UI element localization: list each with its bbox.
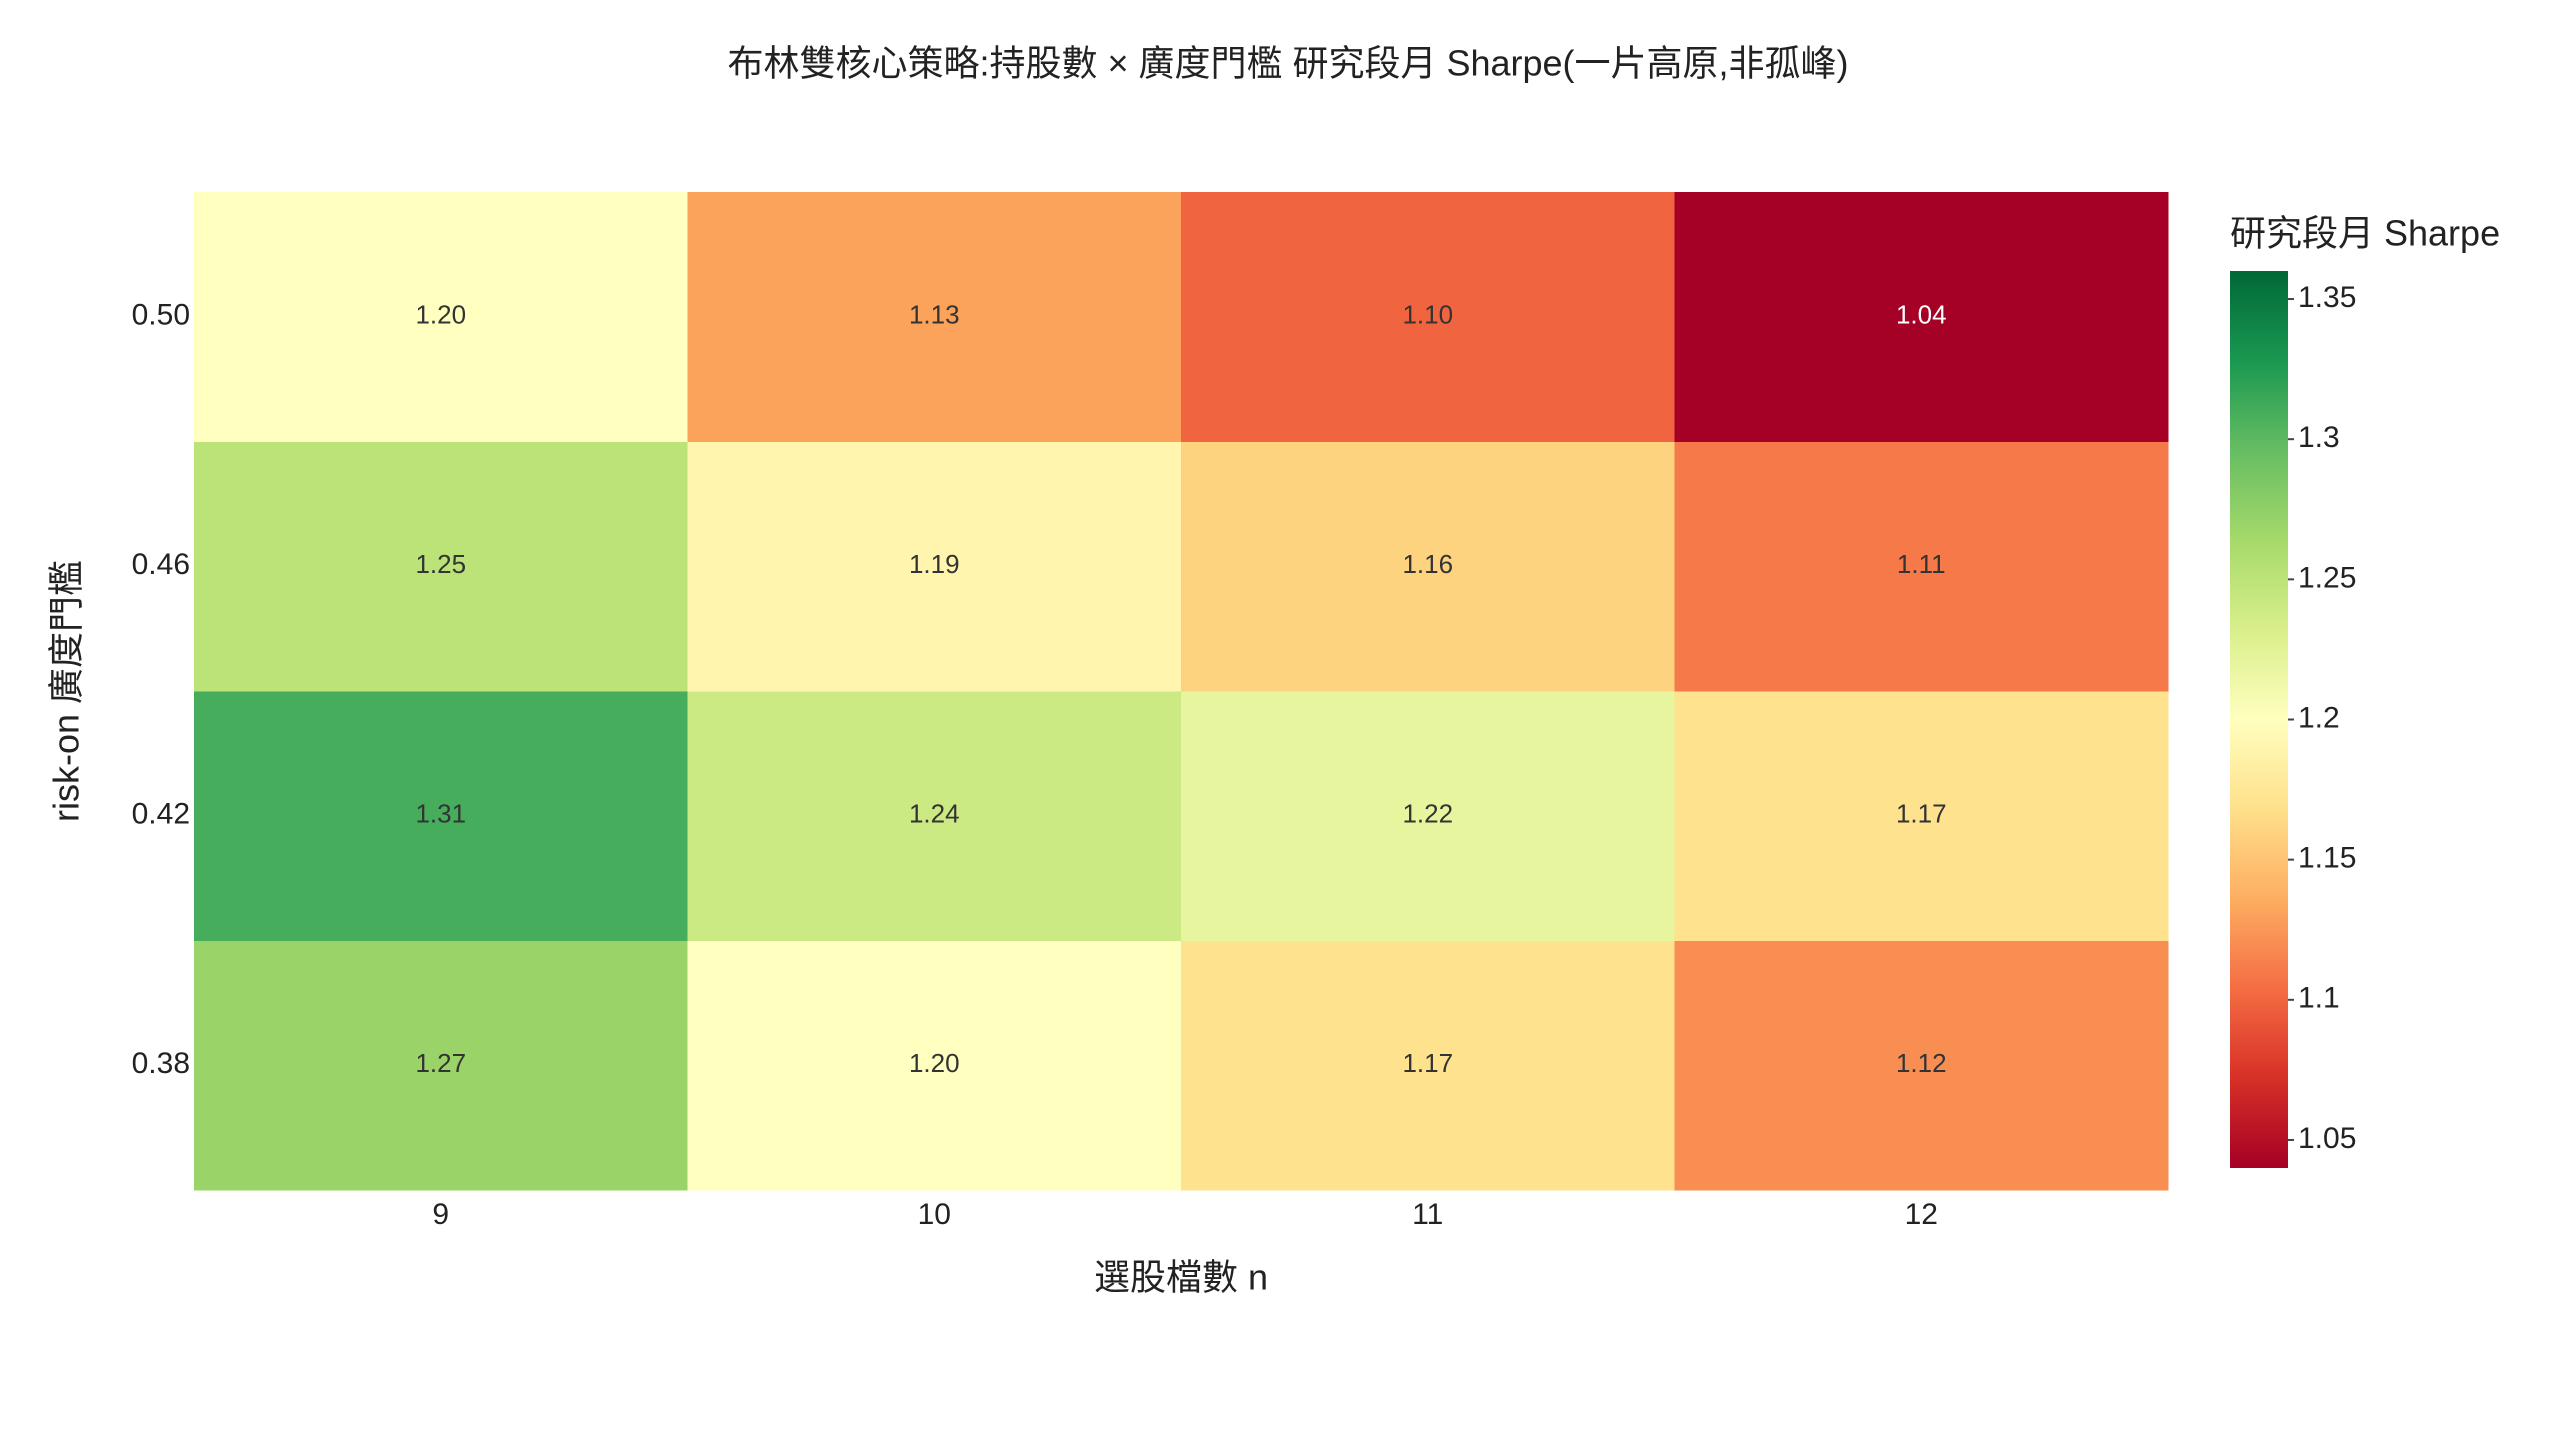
cell-label: 1.27 (415, 1048, 466, 1078)
heatmap-cell (194, 691, 688, 941)
cell-label: 1.17 (1896, 799, 1947, 829)
cell-label: 1.22 (1402, 799, 1453, 829)
cell-label: 1.25 (415, 549, 466, 579)
cell-label: 1.13 (909, 300, 960, 330)
colorbar-tick-label: 1.2 (2298, 701, 2340, 734)
y-tick-label: 0.38 (132, 1047, 190, 1080)
heatmap-cell (687, 940, 1182, 1191)
cell-label: 1.20 (415, 300, 466, 330)
heatmap-cell (194, 940, 688, 1191)
y-tick-label: 0.42 (132, 798, 190, 831)
colorbar (2230, 271, 2288, 1168)
heatmap-cell (194, 192, 688, 442)
colorbar-title: 研究段月 Sharpe (2230, 213, 2500, 254)
x-tick-label: 12 (1905, 1198, 1938, 1231)
y-tick-label: 0.46 (132, 548, 190, 581)
heatmap-cell (1674, 192, 2169, 442)
x-tick-label: 11 (1412, 1198, 1443, 1231)
heatmap-cell (1674, 441, 2169, 692)
heatmap-cell (194, 441, 688, 692)
colorbar-tick-label: 1.3 (2298, 421, 2340, 454)
heatmap-cell (1674, 691, 2169, 941)
cell-label: 1.17 (1402, 1048, 1453, 1078)
cell-label: 1.16 (1402, 549, 1453, 579)
colorbar-tick-label: 1.25 (2298, 561, 2356, 594)
x-axis-title: 選股檔數 n (1094, 1257, 1268, 1298)
colorbar-tick-label: 1.05 (2298, 1122, 2356, 1155)
colorbar-tick-label: 1.15 (2298, 842, 2356, 875)
heatmap-cell (1181, 441, 1675, 692)
cell-label: 1.12 (1896, 1048, 1947, 1078)
colorbar-tick-label: 1.35 (2298, 281, 2356, 314)
cell-label: 1.11 (1897, 549, 1946, 579)
cell-label: 1.19 (909, 549, 960, 579)
heatmap-cell (687, 691, 1182, 941)
cell-label: 1.31 (415, 799, 466, 829)
heatmap-cell (687, 192, 1182, 442)
cell-label: 1.10 (1402, 300, 1453, 330)
heatmap-cell (1181, 691, 1675, 941)
heatmap-cell (1181, 192, 1675, 442)
heatmap-cell (1674, 940, 2169, 1191)
x-tick-label: 10 (918, 1198, 951, 1231)
heatmap-cell (1181, 940, 1675, 1191)
y-axis-title: risk-on 廣度門檻 (46, 560, 87, 822)
heatmap-cell (687, 441, 1182, 692)
y-tick-label: 0.50 (132, 299, 190, 332)
cell-label: 1.04 (1896, 300, 1947, 330)
x-tick-label: 9 (432, 1198, 449, 1231)
cell-label: 1.24 (909, 799, 960, 829)
colorbar-tick-label: 1.1 (2298, 982, 2340, 1015)
chart-title: 布林雙核心策略:持股數 × 廣度門檻 研究段月 Sharpe(一片高原,非孤峰) (727, 43, 1848, 84)
cell-label: 1.20 (909, 1048, 960, 1078)
